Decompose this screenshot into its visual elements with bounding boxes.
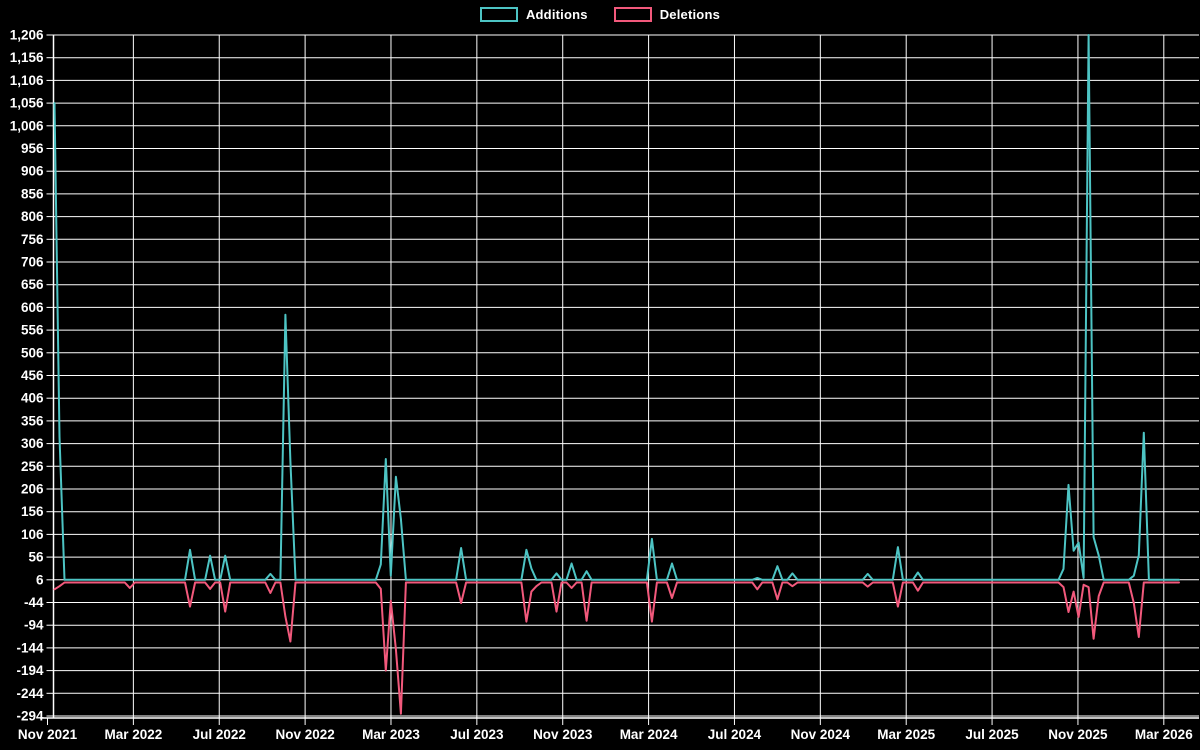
y-tick-label: 806 [21, 209, 44, 224]
x-tick-label: Mar 2026 [1135, 727, 1193, 742]
y-tick-label: 206 [21, 482, 44, 497]
y-tick-label: 56 [28, 550, 44, 565]
y-tick-label: 956 [21, 141, 44, 156]
x-tick-label: Mar 2024 [620, 727, 678, 742]
y-tick-label: 256 [21, 459, 44, 474]
y-tick-label: 306 [21, 436, 44, 451]
x-tick-label: Nov 2025 [1048, 727, 1108, 742]
legend-label-additions: Additions [525, 7, 588, 22]
legend-item-additions[interactable]: Additions [479, 7, 588, 22]
series-deletions-line [53, 581, 1180, 715]
x-tick-label: Jul 2024 [708, 727, 762, 742]
x-tick-label: Mar 2025 [877, 727, 935, 742]
y-tick-label: 556 [21, 323, 44, 338]
y-tick-label: -244 [16, 686, 44, 701]
y-tick-label: -194 [16, 663, 44, 678]
y-tick-label: 106 [21, 527, 44, 542]
series-additions-line [53, 34, 1180, 581]
y-tick-label: 656 [21, 277, 44, 292]
y-tick-label: 856 [21, 186, 44, 201]
y-tick-label: 406 [21, 391, 44, 406]
x-tick-label: Nov 2021 [18, 727, 78, 742]
x-tick-label: Nov 2022 [275, 727, 334, 742]
y-tick-label: -294 [16, 709, 44, 724]
x-tick-label: Nov 2023 [533, 727, 593, 742]
y-tick-label: 1,106 [10, 73, 44, 88]
x-tick-label: Jul 2025 [965, 727, 1019, 742]
deletions-swatch-icon [613, 7, 652, 22]
y-tick-label: 756 [21, 232, 44, 247]
x-tick-label: Jul 2023 [450, 727, 504, 742]
legend-item-deletions[interactable]: Deletions [613, 7, 721, 22]
y-tick-label: 1,156 [10, 50, 44, 65]
y-tick-label: 706 [21, 255, 44, 270]
additions-swatch-icon [479, 7, 518, 22]
x-tick-label: Mar 2022 [104, 727, 162, 742]
y-tick-label: 906 [21, 164, 44, 179]
y-tick-label: 1,006 [10, 118, 44, 133]
y-tick-label: 6 [36, 572, 44, 587]
y-tick-label: -94 [24, 618, 44, 633]
x-tick-label: Nov 2024 [791, 727, 851, 742]
x-tick-label: Mar 2023 [362, 727, 420, 742]
y-tick-label: 1,056 [10, 96, 44, 111]
legend-label-deletions: Deletions [659, 7, 721, 22]
y-tick-label: -144 [16, 640, 44, 655]
chart-legend: Additions Deletions [0, 7, 1200, 22]
y-tick-label: 456 [21, 368, 44, 383]
x-tick-label: Jul 2022 [193, 727, 246, 742]
y-tick-label: 156 [21, 504, 44, 519]
y-tick-label: -44 [24, 595, 44, 610]
y-tick-label: 506 [21, 345, 44, 360]
y-tick-label: 1,206 [10, 28, 44, 43]
y-tick-label: 356 [21, 413, 44, 428]
y-tick-label: 606 [21, 300, 44, 315]
